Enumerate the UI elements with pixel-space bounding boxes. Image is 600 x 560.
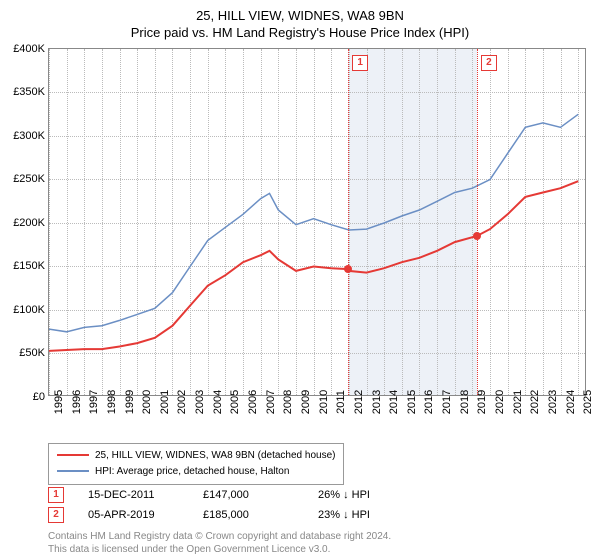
sales-cell-date: 05-APR-2019 (88, 509, 203, 521)
sale-dot (344, 265, 352, 273)
legend-swatch (57, 470, 89, 472)
sales-cell-delta: 26% ↓ HPI (318, 489, 433, 501)
sale-line (348, 49, 349, 395)
sale-marker: 1 (352, 55, 368, 71)
sales-cell-price: £185,000 (203, 509, 318, 521)
legend-swatch (57, 454, 89, 456)
chart-container: 25, HILL VIEW, WIDNES, WA8 9BN Price pai… (0, 0, 600, 560)
sales-table: 1 15-DEC-2011£147,00026% ↓ HPI 2 05-APR-201… (48, 485, 433, 525)
y-axis-label: £150K (1, 260, 45, 272)
sales-cell-delta: 23% ↓ HPI (318, 509, 433, 521)
y-axis-label: £250K (1, 173, 45, 185)
footer-line2: This data is licensed under the Open Gov… (48, 544, 330, 555)
series-hpi (49, 114, 578, 331)
y-axis-label: £50K (1, 347, 45, 359)
sale-line (477, 49, 478, 395)
sale-marker: 2 (481, 55, 497, 71)
sales-row: 2 05-APR-2019£185,00023% ↓ HPI (48, 505, 433, 525)
sales-cell-price: £147,000 (203, 489, 318, 501)
line-svg (49, 49, 587, 397)
chart-area: £0£50K£100K£150K£200K£250K£300K£350K£400… (48, 48, 586, 396)
legend-item: 25, HILL VIEW, WIDNES, WA8 9BN (detached… (57, 448, 335, 464)
y-axis-label: £350K (1, 86, 45, 98)
y-axis-label: £100K (1, 304, 45, 316)
sales-cell-date: 15-DEC-2011 (88, 489, 203, 501)
sale-dot (473, 232, 481, 240)
footer: Contains HM Land Registry data © Crown c… (48, 530, 391, 556)
sales-row-index-icon: 2 (48, 507, 64, 523)
legend: 25, HILL VIEW, WIDNES, WA8 9BN (detached… (48, 443, 344, 485)
footer-line1: Contains HM Land Registry data © Crown c… (48, 531, 391, 542)
chart-title: 25, HILL VIEW, WIDNES, WA8 9BN Price pai… (0, 0, 600, 42)
legend-item: HPI: Average price, detached house, Halt… (57, 464, 335, 480)
sales-row: 1 15-DEC-2011£147,00026% ↓ HPI (48, 485, 433, 505)
y-axis-label: £200K (1, 217, 45, 229)
y-axis-label: £400K (1, 43, 45, 55)
title-subtitle: Price paid vs. HM Land Registry's House … (131, 25, 469, 40)
legend-label: 25, HILL VIEW, WIDNES, WA8 9BN (detached… (95, 450, 335, 461)
sales-row-index-icon: 1 (48, 487, 64, 503)
y-axis-label: £0 (1, 391, 45, 403)
plot-area: £0£50K£100K£150K£200K£250K£300K£350K£400… (48, 48, 586, 396)
legend-label: HPI: Average price, detached house, Halt… (95, 466, 289, 477)
series-property (49, 181, 578, 351)
y-axis-label: £300K (1, 130, 45, 142)
title-address: 25, HILL VIEW, WIDNES, WA8 9BN (196, 8, 404, 23)
